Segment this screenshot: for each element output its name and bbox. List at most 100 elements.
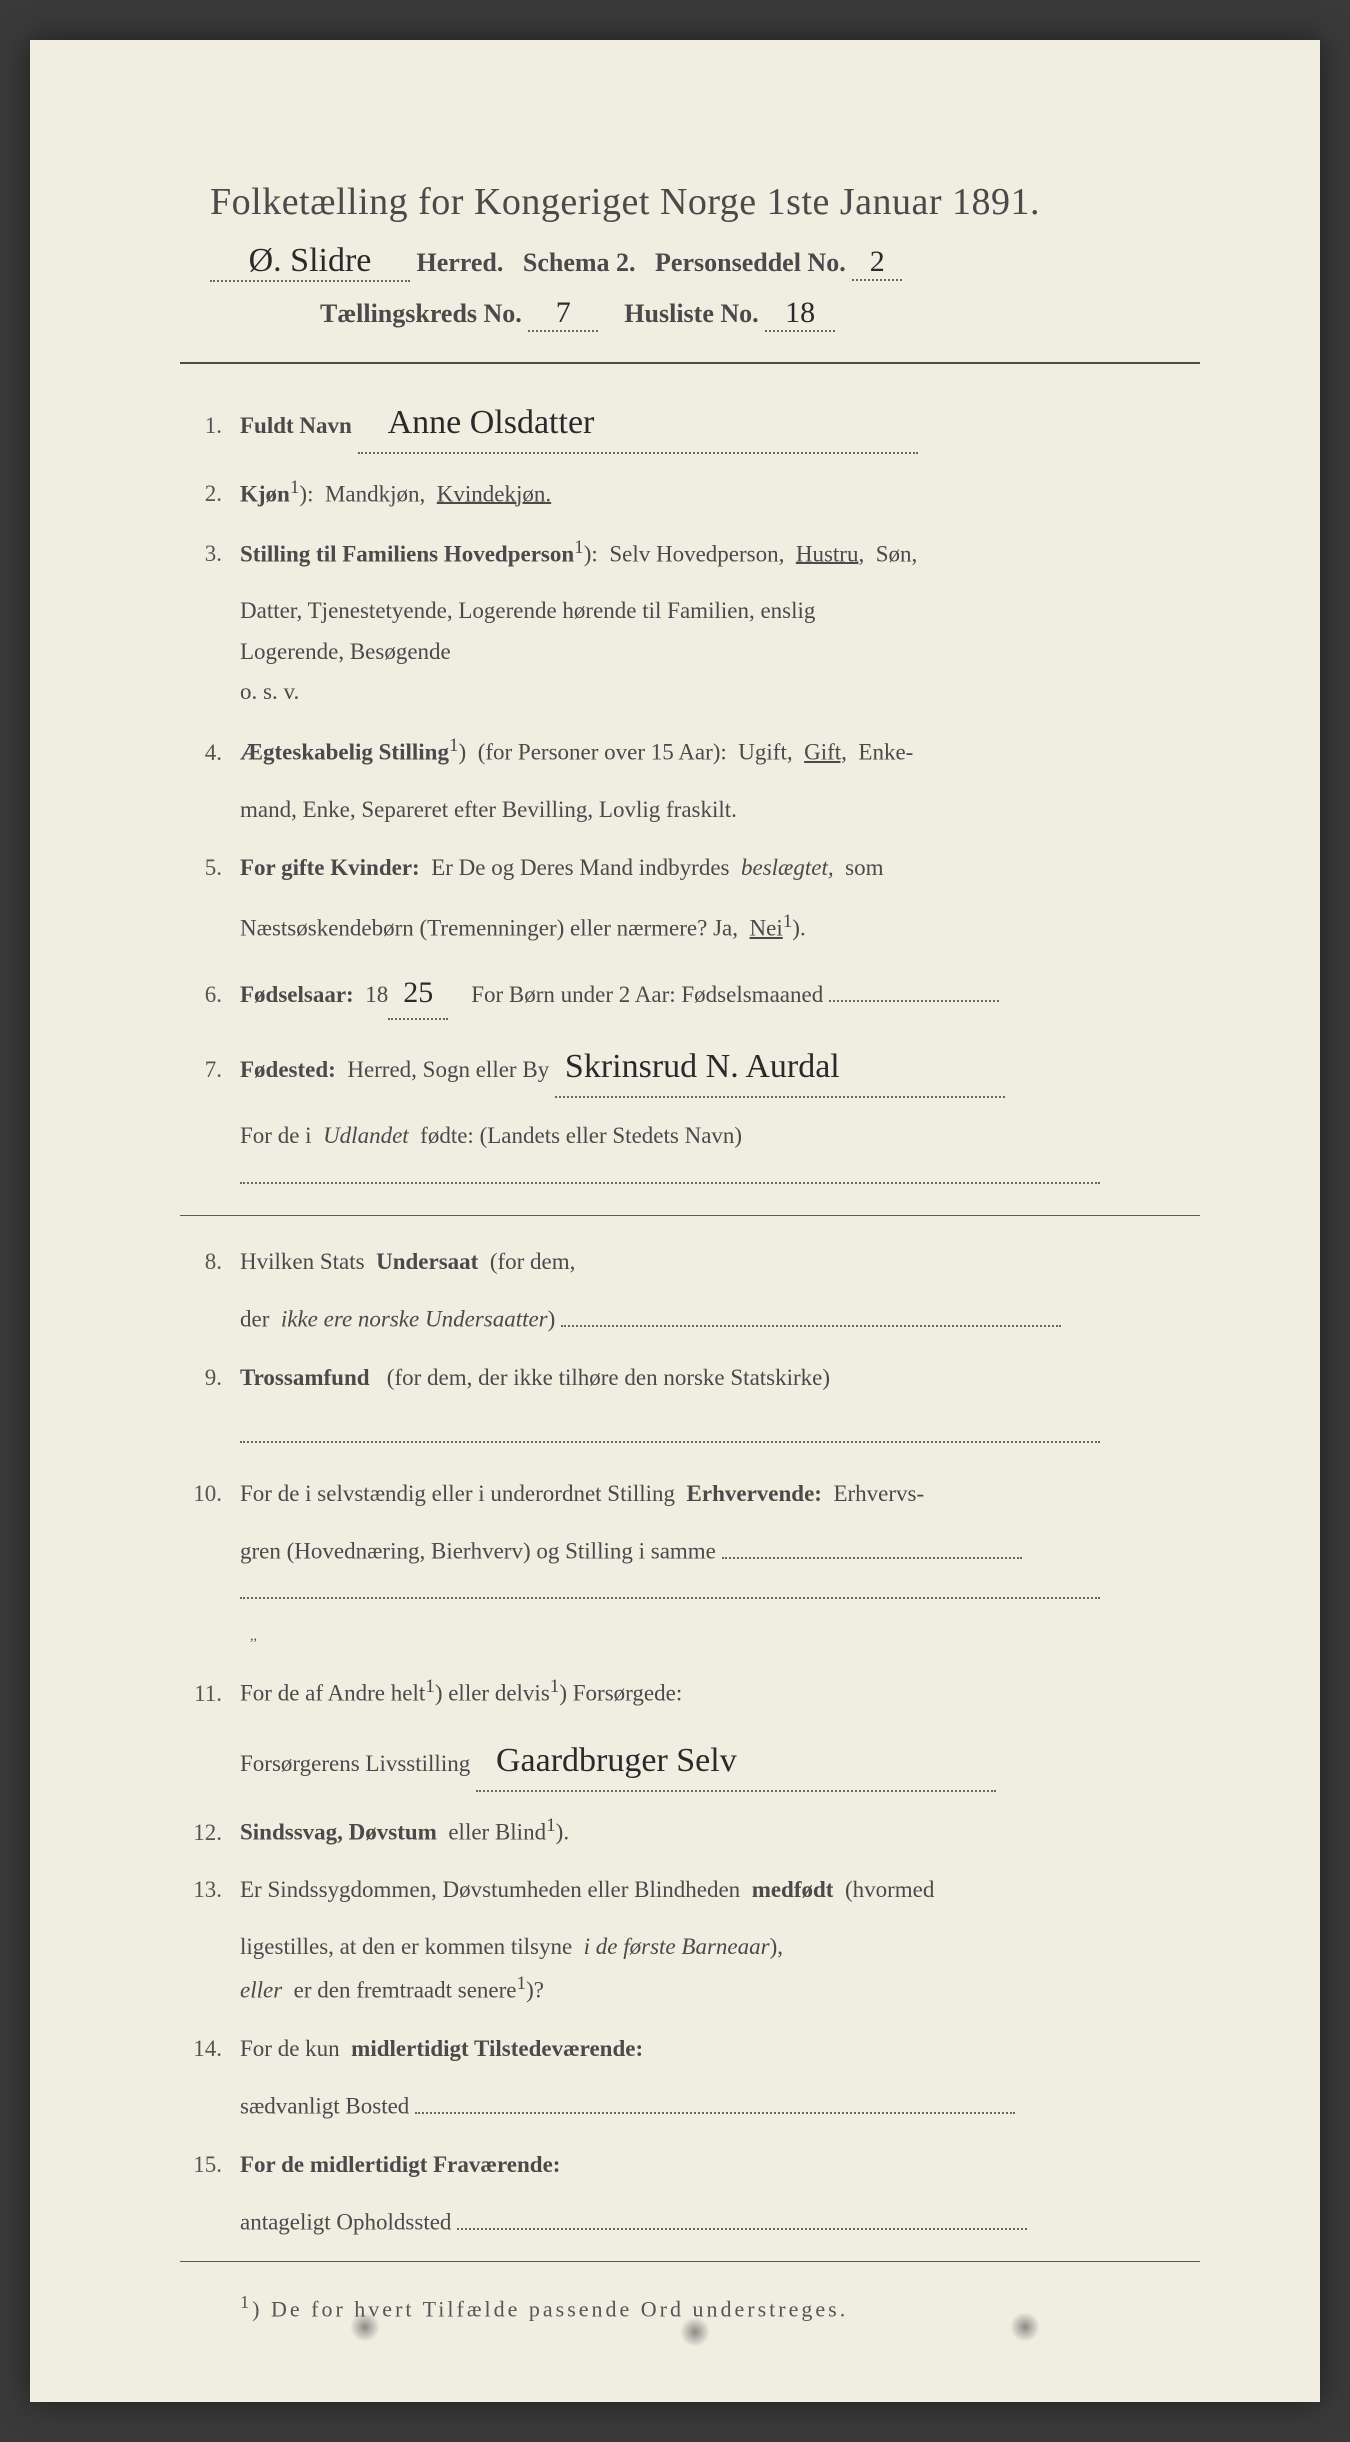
text: er den fremtraadt senere	[294, 1978, 517, 2003]
field-4: 4. Ægteskabelig Stilling1) (for Personer…	[180, 730, 1200, 772]
dotted-blank	[415, 2086, 1015, 2114]
dotted-blank	[240, 1572, 1100, 1600]
header-line-1: Ø. Slidre Herred. Schema 2. Personseddel…	[180, 242, 1200, 282]
line: Logerende, Besøgende	[240, 632, 1200, 672]
field-num: 12.	[180, 1813, 240, 1852]
text: For Børn under 2 Aar: Fødselsmaaned	[471, 982, 823, 1007]
field-7-cont: For de i Udlandet fødte: (Landets eller …	[180, 1116, 1200, 1197]
sup: 1	[574, 537, 584, 558]
text: For de kun	[240, 2036, 340, 2061]
thin-separator	[180, 1215, 1200, 1216]
field-11: 11. For de af Andre helt1) eller delvis1…	[180, 1671, 1200, 1713]
field-3: 3. Stilling til Familiens Hovedperson1):…	[180, 532, 1200, 574]
field-8-cont: der ikke ere norske Undersaatter)	[180, 1299, 1200, 1340]
field-7: 7. Fødested: Herred, Sogn eller By Skrin…	[180, 1038, 1200, 1098]
opt-hustru-selected: Hustru,	[796, 541, 864, 566]
text: sædvanligt Bosted	[240, 2094, 409, 2119]
text: Er De og Deres Mand indbyrdes	[431, 855, 729, 880]
field-label: Ægteskabelig Stilling	[240, 740, 449, 765]
field-11-cont: Forsørgerens Livsstilling Gaardbruger Se…	[180, 1731, 1200, 1793]
end: )?	[526, 1978, 544, 2003]
header-line-2: Tællingskreds No. 7 Husliste No. 18	[180, 296, 1200, 332]
opt-nei-selected: Nei	[750, 916, 783, 941]
line: gren (Hovednæring, Bierhverv) og Stillin…	[240, 1539, 716, 1564]
end: ).	[792, 916, 805, 941]
field-label: Trossamfund	[240, 1365, 370, 1390]
field-num: 15.	[180, 2145, 240, 2184]
text: For de i selvstændig eller i underordnet…	[240, 1481, 675, 1506]
field-label: Fødested:	[240, 1057, 336, 1082]
name-value: Anne Olsdatter	[388, 394, 595, 452]
opt-text: Enke-	[858, 740, 913, 765]
field-num: 1.	[180, 406, 240, 445]
smudge-mark	[350, 2312, 380, 2342]
text: Forsørgerens Livsstilling	[240, 1751, 470, 1776]
option-mand: Mandkjøn,	[325, 481, 425, 506]
text: ) eller delvis	[435, 1681, 550, 1706]
field-10: 10. For de i selvstændig eller i underor…	[180, 1474, 1200, 1513]
paren: (for Personer over 15 Aar):	[478, 740, 727, 765]
field-label: Stilling til Familiens Hovedperson	[240, 541, 574, 566]
field-num: 5.	[180, 848, 240, 887]
field-num: 7.	[180, 1050, 240, 1089]
kreds-no: 7	[556, 296, 571, 330]
page-title: Folketælling for Kongeriget Norge 1ste J…	[180, 180, 1200, 224]
sup: 1	[425, 1676, 435, 1697]
text: For de af Andre helt	[240, 1681, 425, 1706]
opt-gift-selected: Gift,	[804, 740, 847, 765]
field-15-cont: antageligt Opholdssted	[180, 2202, 1200, 2243]
provider-value: Gaardbruger Selv	[496, 1731, 737, 1791]
field-num: 8.	[180, 1242, 240, 1281]
text: Er Sindssygdommen, Døvstumheden eller Bl…	[240, 1877, 740, 1902]
dotted-blank	[561, 1299, 1061, 1327]
dotted-blank	[240, 1156, 1100, 1184]
field-num: 13.	[180, 1870, 240, 1909]
opt-text: Ugift,	[738, 740, 792, 765]
field-label: Kjøn	[240, 481, 290, 506]
field-label: Fødselsaar:	[240, 982, 354, 1007]
text: For de i	[240, 1123, 312, 1148]
field-13: 13. Er Sindssygdommen, Døvstumheden elle…	[180, 1870, 1200, 1909]
sup: 1	[240, 2292, 252, 2312]
sup: 1	[550, 1676, 560, 1697]
opt-text: Selv Hovedperson,	[609, 541, 784, 566]
line: Næstsøskendebørn (Tremenninger) eller næ…	[240, 916, 738, 941]
text: som	[845, 855, 883, 880]
bold-text: medfødt	[752, 1877, 834, 1902]
field-1: 1. Fuldt Navn Anne Olsdatter	[180, 394, 1200, 454]
year-prefix: 18	[365, 982, 388, 1007]
field-num: 4.	[180, 733, 240, 772]
field-label: Sindssvag, Døvstum	[240, 1820, 437, 1845]
field-label: For gifte Kvinder:	[240, 855, 420, 880]
birthplace-value: Skrinsrud N. Aurdal	[565, 1038, 840, 1096]
text: Erhvervs-	[833, 1481, 924, 1506]
field-label: Erhvervende:	[687, 1481, 822, 1506]
field-3-cont: Datter, Tjenestetyende, Logerende hørend…	[180, 591, 1200, 712]
sup: 1	[449, 735, 459, 756]
thin-separator	[180, 2261, 1200, 2262]
field-14-cont: sædvanligt Bosted	[180, 2086, 1200, 2127]
field-num: 10.	[180, 1474, 240, 1513]
text: (for dem,	[490, 1249, 576, 1274]
separator-line	[180, 362, 1200, 364]
field-13-cont: ligestilles, at den er kommen tilsyne i …	[180, 1927, 1200, 2011]
dotted-blank	[240, 1415, 1100, 1443]
field-label: Undersaat	[376, 1249, 478, 1274]
text: (for dem, der ikke tilhøre den norske St…	[387, 1365, 830, 1390]
field-num: 3.	[180, 534, 240, 573]
field-label: For de midlertidigt Fraværende:	[240, 2152, 560, 2177]
dotted-blank	[457, 2202, 1027, 2230]
field-2: 2. Kjøn1): Mandkjøn, Kvindekjøn.	[180, 472, 1200, 514]
smudge-mark	[1010, 2312, 1040, 2342]
sup: 1	[517, 1973, 527, 1994]
line: mand, Enke, Separeret efter Bevilling, L…	[240, 797, 737, 822]
field-num: 11.	[180, 1674, 240, 1713]
sup: 1	[546, 1815, 556, 1836]
field-num: 6.	[180, 975, 240, 1014]
italic-text: i de første Barneaar	[584, 1934, 770, 1959]
husliste-label: Husliste No.	[624, 299, 758, 328]
field-label: Fuldt Navn	[240, 413, 352, 438]
dotted-blank	[722, 1531, 1022, 1559]
dotted-blank	[829, 974, 999, 1002]
tiny-mark: ,,	[240, 1629, 257, 1644]
